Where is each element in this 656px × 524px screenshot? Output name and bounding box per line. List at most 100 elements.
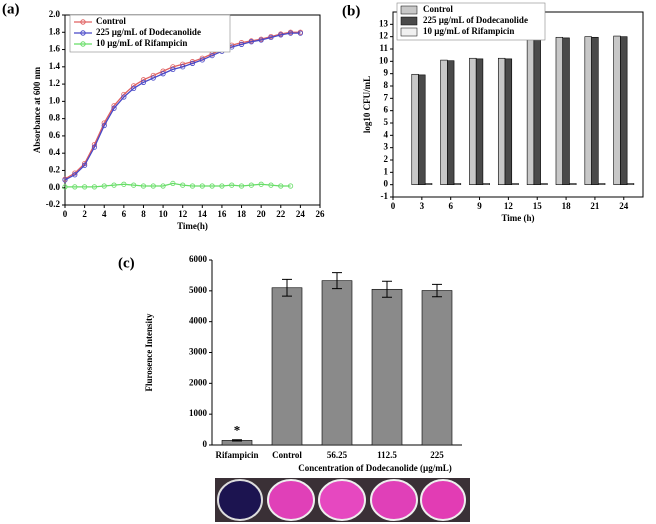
- y-tick-label: 0.4: [49, 147, 61, 157]
- data-point: [111, 105, 117, 111]
- x-tick-label: 0: [391, 201, 396, 211]
- y-tick-label: 3: [384, 142, 389, 152]
- data-point: [238, 183, 245, 189]
- data-point: [297, 30, 303, 36]
- well: [318, 479, 366, 521]
- x-tick-label: 12: [504, 201, 514, 211]
- y-tick-label: 0: [384, 179, 389, 189]
- data-point: [278, 32, 284, 38]
- x-tick-label: 15: [533, 201, 543, 211]
- data-point: [72, 184, 78, 190]
- bar: [569, 183, 577, 185]
- data-point: [62, 184, 68, 190]
- data-point: [278, 183, 284, 189]
- bar: [497, 57, 506, 185]
- data-point: [209, 52, 215, 59]
- data-point: [189, 183, 196, 189]
- y-tick-label: 1.2: [49, 78, 61, 88]
- x-tick-label: Control: [272, 450, 302, 460]
- x-axis-label: Time(h): [177, 221, 208, 231]
- data-point: [170, 66, 176, 73]
- data-point: [229, 182, 235, 188]
- chart-panel: (c) 0 1000 2000 3000 4000 5000 6000 Concentratio…: [118, 254, 462, 473]
- y-tick-label: -1: [381, 191, 389, 201]
- bar: [504, 58, 513, 185]
- x-tick-label: 10: [159, 209, 169, 219]
- legend-label: 10 µg/mL of Rifampicin: [96, 38, 187, 48]
- data-point: [101, 122, 107, 129]
- legend-label: 10 µg/mL of Rifampicin: [423, 26, 514, 36]
- x-tick-label: 22: [276, 209, 286, 219]
- data-point: [199, 183, 205, 189]
- data-point: [180, 182, 186, 188]
- data-point: [287, 183, 294, 189]
- y-tick-label: 0.6: [49, 130, 61, 140]
- x-axis-label: Concentration of Dodecanolide (µg/mL): [298, 463, 451, 473]
- data-point: [131, 85, 137, 92]
- y-tick-label: 1.4: [49, 61, 61, 71]
- y-tick-label: 1.8: [49, 26, 61, 36]
- data-line: [65, 182, 291, 188]
- data-point: [268, 34, 274, 41]
- y-tick-label: 7: [384, 92, 389, 102]
- bar: [613, 35, 621, 185]
- y-tick-label: 0.2: [49, 165, 61, 175]
- y-tick-label: 13: [379, 18, 389, 28]
- y-tick-label: 0.8: [49, 113, 61, 123]
- data-point: [170, 180, 176, 187]
- bar: [271, 287, 303, 446]
- legend-swatch: [400, 27, 418, 37]
- y-tick-label: 1.6: [49, 44, 61, 54]
- bar: [440, 59, 448, 185]
- bar: [424, 183, 433, 185]
- data-point: [287, 30, 294, 36]
- legend-swatch: [400, 16, 418, 26]
- x-tick-label: 225: [430, 450, 444, 460]
- legend-swatch: [400, 5, 418, 15]
- data-point: [258, 181, 264, 187]
- bar: [562, 37, 570, 185]
- y-tick-label: 2: [384, 154, 389, 164]
- legend-marker: [80, 30, 86, 36]
- data-point: [160, 71, 166, 77]
- x-tick-label: 112.5: [377, 450, 397, 460]
- x-axis-label: Time (h): [501, 213, 534, 223]
- error-bar: [282, 278, 292, 297]
- bar: [371, 288, 403, 446]
- y-tick-label: 6000: [189, 254, 208, 264]
- legend-label: Control: [96, 16, 126, 26]
- data-point: [82, 162, 88, 168]
- y-axis-label: Flurosence Intensity: [144, 313, 154, 392]
- data-point: [121, 181, 127, 187]
- data-point: [160, 183, 166, 189]
- data-point: [268, 182, 274, 188]
- legend-marker: [80, 41, 86, 47]
- well: [370, 479, 418, 521]
- y-tick-label: 12: [379, 31, 389, 41]
- data-point: [219, 183, 225, 189]
- data-point: [101, 183, 107, 189]
- wells-photo: [215, 478, 470, 522]
- y-axis-label: Absorbance at 600 nm: [32, 66, 42, 153]
- x-tick-label: 3: [420, 201, 425, 211]
- y-tick-label: 5000: [189, 285, 208, 295]
- y-tick-label: 0.0: [49, 182, 61, 192]
- bar: [511, 183, 519, 185]
- x-tick-label: Rifampicin: [215, 450, 258, 460]
- legend-label: 225 µg/mL of Dodecanolide: [423, 15, 528, 25]
- error-bar: [432, 283, 442, 298]
- x-tick-label: 9: [477, 201, 482, 211]
- y-tick-label: -0.2: [46, 199, 61, 209]
- data-point: [248, 182, 254, 188]
- bar: [453, 183, 462, 185]
- panel-label: (c): [118, 255, 135, 271]
- annotation: *: [234, 423, 241, 438]
- y-tick-label: 1.0: [49, 95, 61, 105]
- bar: [591, 36, 599, 185]
- error-bar: [232, 439, 242, 442]
- data-point: [189, 60, 196, 66]
- x-tick-label: 8: [141, 209, 146, 219]
- bar: [482, 183, 490, 185]
